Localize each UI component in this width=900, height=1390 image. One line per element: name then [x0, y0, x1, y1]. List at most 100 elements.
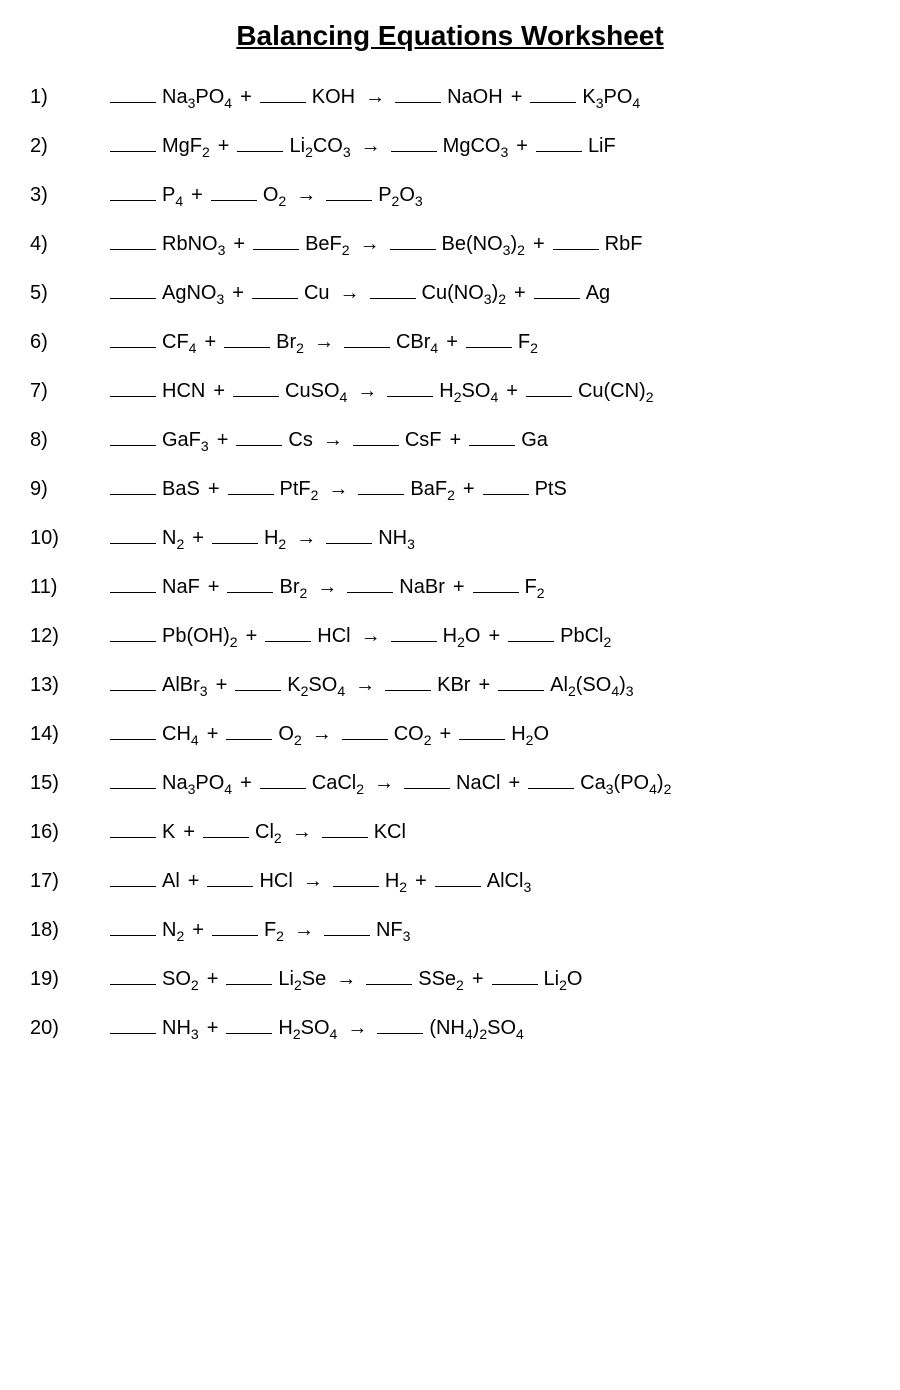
plus-symbol: +: [207, 968, 219, 991]
coefficient-blank[interactable]: [469, 425, 515, 446]
coefficient-blank[interactable]: [324, 915, 370, 936]
reaction-arrow: →: [314, 331, 334, 354]
coefficient-blank[interactable]: [110, 474, 156, 495]
coefficient-blank[interactable]: [226, 964, 272, 985]
coefficient-blank[interactable]: [203, 817, 249, 838]
coefficient-blank[interactable]: [237, 131, 283, 152]
coefficient-blank[interactable]: [326, 523, 372, 544]
coefficient-blank[interactable]: [404, 768, 450, 789]
coefficient-blank[interactable]: [110, 670, 156, 691]
chemical-formula: Li2Se: [278, 968, 326, 991]
equation-body: HCN + CuSO4→H2SO4 + Cu(CN)2: [110, 376, 654, 403]
coefficient-blank[interactable]: [435, 866, 481, 887]
chemical-formula: CuSO4: [285, 380, 347, 403]
coefficient-blank[interactable]: [110, 915, 156, 936]
coefficient-blank[interactable]: [333, 866, 379, 887]
equation-number: 9): [30, 478, 80, 501]
coefficient-blank[interactable]: [459, 719, 505, 740]
coefficient-blank[interactable]: [377, 1013, 423, 1034]
coefficient-blank[interactable]: [342, 719, 388, 740]
coefficient-blank[interactable]: [326, 180, 372, 201]
equation-row: 14)CH4 + O2→CO2 + H2O: [30, 719, 870, 746]
coefficient-blank[interactable]: [395, 82, 441, 103]
coefficient-blank[interactable]: [110, 327, 156, 348]
coefficient-blank[interactable]: [224, 327, 270, 348]
coefficient-blank[interactable]: [235, 670, 281, 691]
coefficient-blank[interactable]: [534, 278, 580, 299]
coefficient-blank[interactable]: [353, 425, 399, 446]
coefficient-blank[interactable]: [110, 817, 156, 838]
coefficient-blank[interactable]: [110, 425, 156, 446]
equation-number: 20): [30, 1017, 80, 1040]
coefficient-blank[interactable]: [110, 768, 156, 789]
coefficient-blank[interactable]: [110, 523, 156, 544]
coefficient-blank[interactable]: [391, 131, 437, 152]
coefficient-blank[interactable]: [260, 82, 306, 103]
coefficient-blank[interactable]: [390, 229, 436, 250]
coefficient-blank[interactable]: [528, 768, 574, 789]
plus-symbol: +: [488, 625, 500, 648]
coefficient-blank[interactable]: [227, 572, 273, 593]
coefficient-blank[interactable]: [110, 131, 156, 152]
coefficient-blank[interactable]: [553, 229, 599, 250]
coefficient-blank[interactable]: [498, 670, 544, 691]
chemical-formula: NaOH: [447, 86, 503, 109]
coefficient-blank[interactable]: [526, 376, 572, 397]
coefficient-blank[interactable]: [233, 376, 279, 397]
coefficient-blank[interactable]: [492, 964, 538, 985]
coefficient-blank[interactable]: [110, 1013, 156, 1034]
plus-symbol: +: [472, 968, 484, 991]
coefficient-blank[interactable]: [228, 474, 274, 495]
coefficient-blank[interactable]: [473, 572, 519, 593]
coefficient-blank[interactable]: [466, 327, 512, 348]
coefficient-blank[interactable]: [483, 474, 529, 495]
coefficient-blank[interactable]: [110, 572, 156, 593]
coefficient-blank[interactable]: [536, 131, 582, 152]
coefficient-blank[interactable]: [347, 572, 393, 593]
coefficient-blank[interactable]: [265, 621, 311, 642]
plus-symbol: +: [218, 135, 230, 158]
chemical-formula: SSe2: [418, 968, 464, 991]
coefficient-blank[interactable]: [530, 82, 576, 103]
chemical-formula: LiF: [588, 135, 616, 158]
plus-symbol: +: [516, 135, 528, 158]
coefficient-blank[interactable]: [391, 621, 437, 642]
coefficient-blank[interactable]: [370, 278, 416, 299]
chemical-formula: H2: [385, 870, 407, 893]
coefficient-blank[interactable]: [226, 1013, 272, 1034]
coefficient-blank[interactable]: [110, 180, 156, 201]
reaction-arrow: →: [374, 772, 394, 795]
coefficient-blank[interactable]: [385, 670, 431, 691]
coefficient-blank[interactable]: [110, 82, 156, 103]
coefficient-blank[interactable]: [260, 768, 306, 789]
coefficient-blank[interactable]: [322, 817, 368, 838]
coefficient-blank[interactable]: [110, 278, 156, 299]
coefficient-blank[interactable]: [387, 376, 433, 397]
coefficient-blank[interactable]: [252, 278, 298, 299]
chemical-formula: PtS: [535, 478, 567, 501]
coefficient-blank[interactable]: [344, 327, 390, 348]
coefficient-blank[interactable]: [226, 719, 272, 740]
chemical-formula: CF4: [162, 331, 196, 354]
chemical-formula: H2O: [443, 625, 481, 648]
coefficient-blank[interactable]: [110, 621, 156, 642]
chemical-formula: PbCl2: [560, 625, 611, 648]
coefficient-blank[interactable]: [110, 964, 156, 985]
page-title: Balancing Equations Worksheet: [30, 20, 870, 52]
coefficient-blank[interactable]: [211, 180, 257, 201]
coefficient-blank[interactable]: [253, 229, 299, 250]
equation-number: 15): [30, 772, 80, 795]
coefficient-blank[interactable]: [110, 719, 156, 740]
coefficient-blank[interactable]: [207, 866, 253, 887]
coefficient-blank[interactable]: [110, 376, 156, 397]
coefficient-blank[interactable]: [358, 474, 404, 495]
coefficient-blank[interactable]: [508, 621, 554, 642]
equation-row: 20)NH3 + H2SO4→(NH4)2SO4: [30, 1013, 870, 1040]
coefficient-blank[interactable]: [212, 915, 258, 936]
coefficient-blank[interactable]: [366, 964, 412, 985]
coefficient-blank[interactable]: [110, 866, 156, 887]
coefficient-blank[interactable]: [236, 425, 282, 446]
reaction-arrow: →: [347, 1017, 367, 1040]
coefficient-blank[interactable]: [212, 523, 258, 544]
coefficient-blank[interactable]: [110, 229, 156, 250]
